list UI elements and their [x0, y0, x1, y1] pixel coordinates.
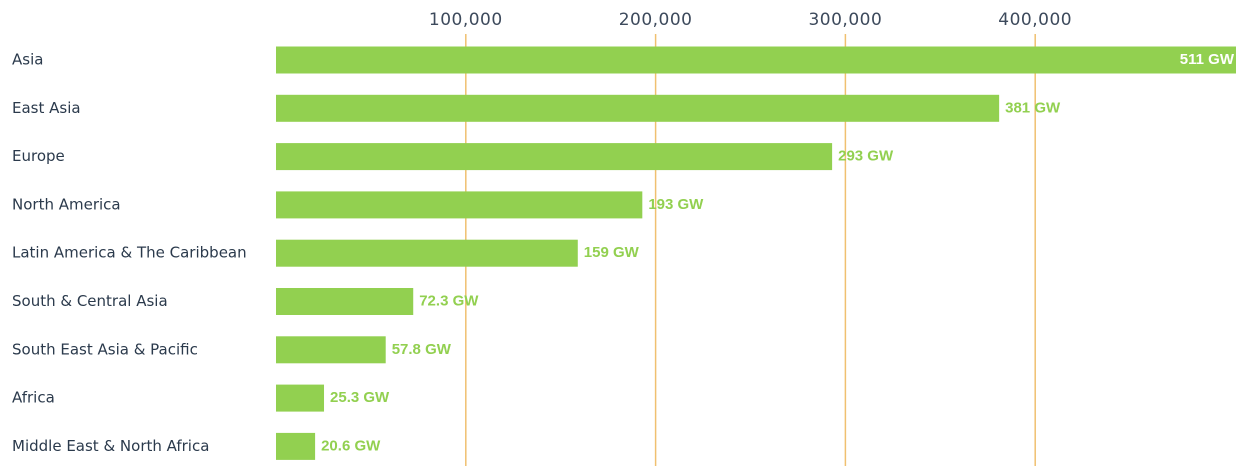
category-label: Asia — [12, 51, 43, 69]
category-label: Middle East & North Africa — [12, 437, 209, 455]
value-label: 381 GW — [1005, 99, 1061, 116]
category-label: South & Central Asia — [12, 292, 168, 310]
category-label: South East Asia & Pacific — [12, 340, 198, 358]
category-label: Latin America & The Caribbean — [12, 244, 247, 262]
x-tick-label: 300,000 — [808, 10, 882, 30]
bar — [276, 191, 643, 219]
category-label: North America — [12, 195, 121, 213]
bar — [276, 143, 833, 171]
category-label: East Asia — [12, 99, 81, 117]
value-label: 511 GW — [1180, 51, 1235, 68]
bar — [276, 288, 414, 315]
category-label: Europe — [12, 147, 65, 165]
value-label: 159 GW — [584, 244, 640, 261]
x-tick-label: 200,000 — [619, 10, 693, 30]
value-label: 72.3 GW — [419, 292, 479, 309]
bar — [276, 432, 316, 460]
bar — [276, 46, 1236, 74]
x-tick-label: 400,000 — [998, 10, 1072, 30]
value-label: 193 GW — [648, 196, 704, 213]
bar — [276, 94, 1000, 122]
value-label: 20.6 GW — [321, 437, 381, 454]
x-tick-label: 100,000 — [429, 10, 503, 30]
value-label: 25.3 GW — [330, 389, 390, 406]
value-label: 293 GW — [838, 148, 894, 165]
value-label: 57.8 GW — [392, 341, 452, 358]
category-label: Africa — [12, 389, 55, 407]
bar — [276, 239, 578, 267]
bar — [276, 336, 386, 364]
bar — [276, 384, 325, 412]
